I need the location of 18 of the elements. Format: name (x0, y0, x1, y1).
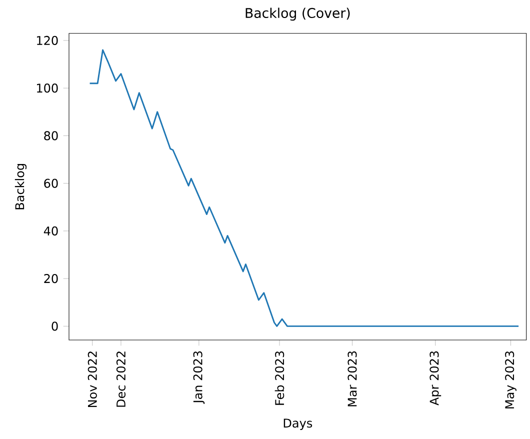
y-tick-label: 20 (44, 274, 58, 284)
x-axis-title: Days (284, 418, 312, 430)
x-tick-label: Jan 2023 (193, 351, 205, 404)
x-tick-label: Feb 2023 (274, 351, 284, 405)
x-tick-label: Nov 2022 (88, 352, 97, 408)
line-series (89, 49, 520, 327)
x-tick-label: Apr 2023 (430, 351, 442, 406)
y-tick-label: 0 (52, 322, 58, 331)
y-tick-label: 60 (44, 178, 58, 188)
y-tick-label: 120 (37, 36, 58, 46)
chart-title: Backlog (Cover) (246, 8, 350, 21)
x-tick-label: Mar 2023 (348, 351, 357, 406)
x-tick-label: May 2023 (505, 351, 516, 408)
y-tick-label: 100 (37, 84, 58, 93)
y-axis-title: Backlog (14, 164, 27, 210)
y-tick-label: 40 (44, 226, 58, 236)
y-tick-label: 80 (44, 131, 58, 140)
x-tick-label: Dec 2022 (116, 352, 126, 407)
